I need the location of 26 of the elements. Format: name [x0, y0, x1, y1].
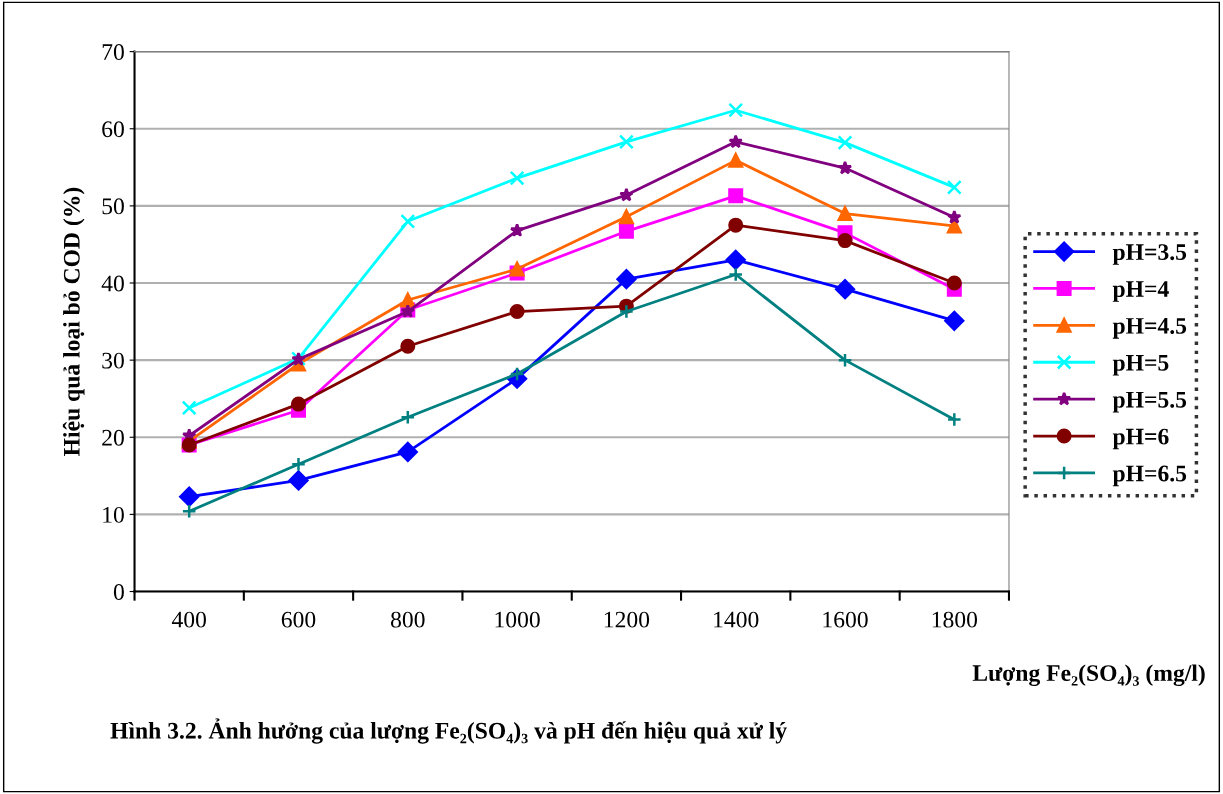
y-tick-label: 40: [101, 275, 124, 292]
legend-label: pH=5.5: [1112, 391, 1187, 413]
y-axis-title: Hiệu quả loại bỏ COD (%): [62, 187, 85, 456]
y-tick-label: 70: [102, 44, 124, 61]
x-tick-label: 1200: [604, 611, 650, 628]
x-tick-label: 800: [390, 611, 425, 628]
y-tick-label: 50: [102, 198, 124, 215]
y-tick-label: 30: [102, 352, 124, 369]
y-tick-label: 10: [103, 506, 124, 523]
y-tick-label: 20: [102, 429, 124, 446]
y-tick-label: 0: [113, 584, 124, 600]
legend-label: pH=6.5: [1112, 465, 1187, 487]
x-tick-label: 1400: [714, 611, 759, 628]
x-tick-label: 1800: [932, 611, 978, 628]
x-tick-label: 400: [171, 611, 206, 628]
legend-label: pH=6: [1112, 428, 1169, 450]
x-tick-label: 1000: [495, 611, 540, 628]
x-tick-label: 1600: [823, 611, 868, 628]
x-axis-title: Lượng Fe₂(SO₄)₃ (mg/l): [972, 664, 1205, 687]
y-tick-label: 60: [102, 121, 124, 138]
text: Hình 3.2. Ảnh hưởng của lượng Fe₂(SO₄)₃ và pH đến hiệu quả xử lý: [110, 718, 787, 744]
legend-label: pH=4: [1112, 281, 1169, 302]
legend-label: pH=5: [1112, 355, 1169, 376]
legend-label: pH=3.5: [1112, 244, 1187, 265]
x-tick-label: 600: [281, 611, 316, 628]
legend-label: pH=4.5: [1112, 318, 1187, 339]
